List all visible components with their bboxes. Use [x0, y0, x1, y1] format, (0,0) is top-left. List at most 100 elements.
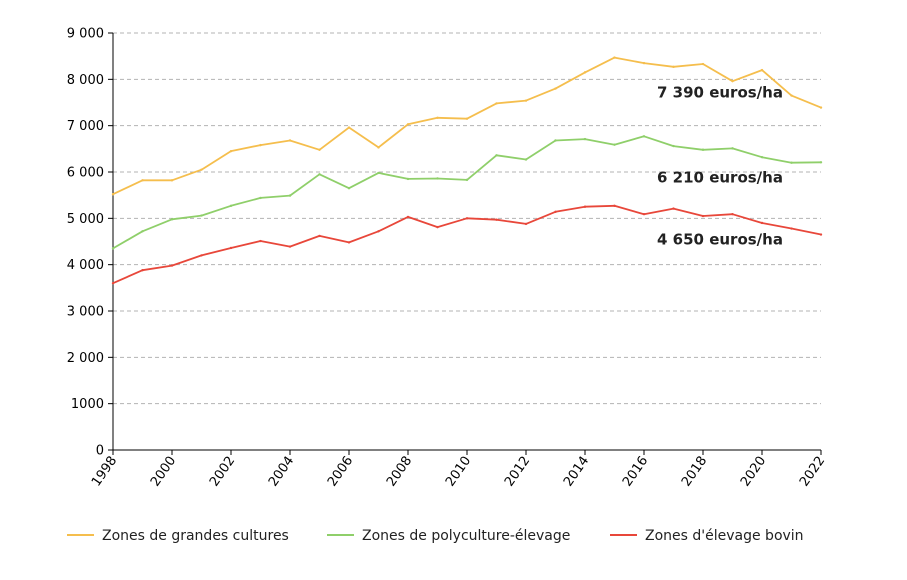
data-point — [465, 117, 469, 120]
data-point — [495, 154, 498, 157]
data-point — [377, 171, 380, 175]
data-point — [819, 106, 823, 109]
data-point — [288, 139, 292, 142]
data-point — [436, 225, 439, 229]
data-point — [495, 102, 498, 105]
data-point — [701, 148, 705, 151]
x-tick-label: 2004 — [266, 454, 297, 490]
x-tick-label: 2012 — [502, 454, 533, 490]
data-point — [141, 230, 144, 233]
data-point — [141, 179, 144, 182]
data-point — [259, 239, 262, 243]
data-point — [111, 282, 115, 285]
data-point — [229, 204, 233, 208]
data-point — [259, 143, 262, 147]
x-tick-label: 2020 — [738, 454, 769, 490]
x-tick-label: 1998 — [89, 454, 120, 490]
data-point — [701, 62, 705, 66]
data-point — [465, 178, 469, 182]
data-point — [524, 158, 528, 161]
data-point — [377, 146, 380, 149]
data-point — [288, 245, 292, 248]
data-point — [731, 79, 734, 83]
data-point — [760, 155, 764, 159]
data-point — [760, 221, 764, 225]
y-tick-label: 3 000 — [67, 305, 104, 320]
data-point — [790, 161, 793, 164]
data-point — [613, 56, 616, 59]
data-point — [583, 137, 587, 141]
data-point — [819, 233, 823, 236]
data-point — [672, 144, 675, 148]
legend: Zones de grandes cultures Zones de polycu… — [67, 528, 804, 544]
legend-label: Zones de polyculture-élevage — [362, 528, 570, 544]
data-point — [790, 227, 793, 230]
data-point — [111, 193, 115, 196]
y-tick-label: 4 000 — [67, 258, 104, 273]
data-point — [377, 230, 380, 233]
data-point — [495, 218, 498, 221]
end-value-label: 6 210 euros/ha — [657, 168, 783, 186]
data-point — [170, 179, 174, 182]
x-tick-label: 2018 — [679, 454, 710, 490]
end-value-label: 7 390 euros/ha — [657, 84, 783, 102]
data-point — [406, 123, 410, 126]
data-point — [524, 99, 528, 102]
data-point — [524, 222, 528, 226]
data-point — [642, 61, 646, 65]
x-tick-label: 2006 — [325, 454, 356, 490]
y-tick-label: 0 — [96, 444, 104, 459]
x-tick-label: 2014 — [561, 454, 592, 490]
legend-label: Zones de grandes cultures — [102, 528, 289, 544]
data-point — [170, 264, 174, 267]
end-value-label: 4 650 euros/ha — [657, 231, 783, 249]
data-point — [288, 194, 292, 197]
x-tick-label: 2016 — [620, 454, 651, 490]
data-point — [672, 65, 675, 69]
data-point — [583, 205, 587, 208]
data-point — [406, 215, 410, 219]
x-tick-label: 2000 — [148, 454, 179, 490]
y-tick-label: 7 000 — [67, 119, 104, 134]
y-tick-label: 1000 — [71, 397, 104, 412]
data-point — [318, 173, 321, 176]
data-point — [642, 135, 646, 138]
annotations: 7 390 euros/ha 6 210 euros/ha 4 650 euros/… — [657, 84, 783, 249]
data-point — [760, 68, 764, 72]
y-tick-label: 5 000 — [67, 212, 104, 227]
data-point — [141, 269, 144, 272]
x-tick-label: 2010 — [443, 454, 474, 490]
data-point — [347, 187, 351, 190]
data-point — [790, 94, 793, 97]
x-tick-label: 2002 — [207, 454, 238, 490]
data-point — [554, 139, 557, 142]
data-point — [318, 148, 321, 151]
series-lines — [111, 56, 823, 285]
data-point — [170, 218, 174, 221]
data-point — [554, 210, 557, 214]
data-point — [613, 143, 616, 146]
data-point — [229, 149, 233, 153]
y-tick-label: 9 000 — [67, 27, 104, 42]
y-tick-label: 8 000 — [67, 73, 104, 88]
data-point — [436, 177, 439, 180]
gridlines — [113, 32, 821, 405]
data-point — [406, 177, 410, 181]
data-point — [731, 212, 734, 216]
x-tick-label: 2022 — [797, 454, 828, 490]
y-tick-label: 2 000 — [67, 351, 104, 366]
data-point — [200, 254, 203, 257]
data-point — [111, 247, 115, 250]
y-tick-label: 6 000 — [67, 166, 104, 181]
data-point — [436, 116, 439, 119]
data-point — [613, 204, 616, 208]
data-point — [200, 214, 203, 217]
x-tick-label: 2008 — [384, 454, 415, 490]
data-point — [347, 126, 351, 129]
data-point — [347, 241, 351, 244]
data-point — [731, 147, 734, 150]
data-point — [554, 87, 557, 90]
data-point — [259, 196, 262, 200]
